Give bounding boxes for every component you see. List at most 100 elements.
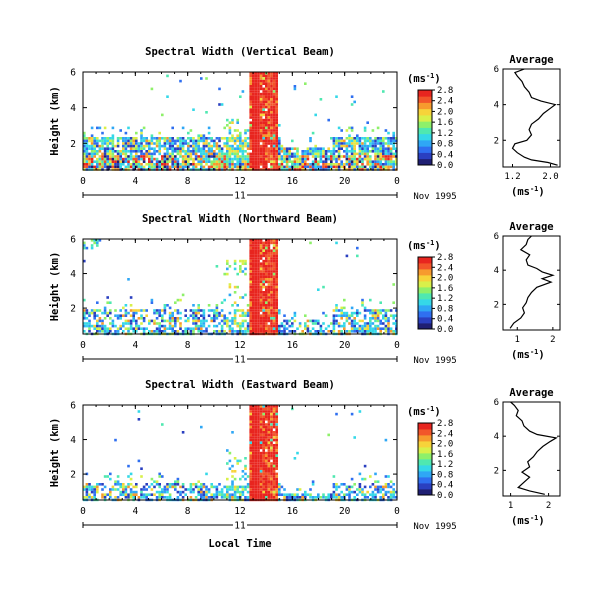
heatmap-cell xyxy=(239,155,242,158)
heatmap-cell xyxy=(267,477,271,481)
heatmap-cell xyxy=(270,298,273,302)
heatmap-cell xyxy=(236,137,239,140)
heatmap-cell xyxy=(267,470,271,473)
heatmap-cell xyxy=(270,85,273,88)
heatmap-cell xyxy=(220,301,224,304)
heatmap-cell xyxy=(109,493,112,496)
heatmap-cell xyxy=(249,79,252,83)
heatmap-cell xyxy=(374,324,377,328)
heatmap-cell xyxy=(135,330,138,333)
heatmap-cell xyxy=(275,477,278,481)
heatmap-cell xyxy=(207,160,211,163)
heatmap-cell xyxy=(265,270,268,273)
heatmap-cell xyxy=(265,90,268,93)
heatmap-cell xyxy=(356,311,359,315)
heatmap-cell xyxy=(197,304,200,307)
heatmap-cell xyxy=(262,165,265,169)
heatmap-cell xyxy=(272,126,276,130)
heatmap-cell xyxy=(233,488,237,491)
heatmap-cell xyxy=(135,160,138,163)
heatmap-cell xyxy=(350,311,354,315)
heatmap-cell xyxy=(181,137,185,140)
heatmap-cell xyxy=(259,98,263,101)
heatmap-cell xyxy=(215,490,219,494)
heatmap-cell xyxy=(324,152,328,156)
heatmap-cell xyxy=(285,157,289,161)
heatmap-cell xyxy=(252,142,255,145)
heatmap-cell xyxy=(270,103,273,106)
heatmap-cell xyxy=(226,163,229,166)
heatmap-cell xyxy=(343,306,346,310)
heatmap-cell xyxy=(387,147,390,150)
heatmap-cell xyxy=(265,272,268,276)
heatmap-cell xyxy=(249,131,252,135)
heatmap-cell xyxy=(272,412,276,416)
heatmap-cell xyxy=(304,155,307,158)
heatmap-cell xyxy=(132,155,135,158)
heatmap-cell xyxy=(181,155,185,158)
heatmap-cell xyxy=(137,144,141,148)
heatmap-cell xyxy=(158,493,161,496)
heatmap-cell xyxy=(127,330,130,333)
heatmap-cell xyxy=(252,420,255,424)
heatmap-cell xyxy=(168,142,172,145)
heatmap-cell xyxy=(228,496,232,499)
heatmap-cell xyxy=(202,490,206,494)
heatmap-cell xyxy=(343,139,346,143)
heatmap-cell xyxy=(278,488,281,491)
heatmap-cell xyxy=(257,157,260,161)
heatmap-cell xyxy=(262,98,265,101)
heatmap-cell xyxy=(270,472,273,476)
heatmap-cell xyxy=(257,85,260,88)
heatmap-cell xyxy=(249,470,252,473)
heatmap-cell xyxy=(267,433,271,437)
heatmap-cell xyxy=(257,147,260,150)
heatmap-cell xyxy=(140,488,143,491)
heatmap-cell xyxy=(319,157,323,161)
heatmap-cell xyxy=(231,118,234,122)
heatmap-cell xyxy=(348,488,351,491)
heatmap-cell xyxy=(244,131,247,135)
heatmap-cell xyxy=(350,327,354,330)
heatmap-cell xyxy=(179,324,182,328)
heatmap-cell xyxy=(272,105,276,109)
heatmap-cell xyxy=(228,493,232,496)
heatmap-cell xyxy=(270,304,273,307)
heatmap-cell xyxy=(291,322,294,325)
heatmap-cell xyxy=(337,485,341,489)
heatmap-cell xyxy=(166,304,169,307)
heatmap-cell xyxy=(197,309,200,312)
heatmap-cell xyxy=(161,309,164,312)
heatmap-cell xyxy=(236,459,239,463)
heatmap-cell xyxy=(262,457,265,460)
heatmap-cell xyxy=(252,241,255,245)
heatmap-cell xyxy=(374,480,377,483)
heatmap-cell xyxy=(213,165,216,169)
heatmap-cell xyxy=(262,272,265,276)
heatmap-cell xyxy=(142,496,146,499)
heatmap-cell xyxy=(163,496,167,499)
heatmap-cell xyxy=(361,327,364,330)
heatmap-cell xyxy=(215,306,219,310)
heatmap-cell xyxy=(129,147,133,150)
heatmap-cell xyxy=(272,95,276,98)
heatmap-cell xyxy=(272,317,276,320)
heatmap-cell xyxy=(101,152,104,156)
heatmap-cell xyxy=(350,477,354,481)
heatmap-cell xyxy=(270,291,273,294)
heatmap-cell xyxy=(202,139,206,143)
heatmap-cell xyxy=(96,241,99,245)
heatmap-cell xyxy=(202,155,206,158)
heatmap-cell xyxy=(306,147,310,150)
colorbar-tick-label: 2.4 xyxy=(437,429,453,439)
heatmap-cell xyxy=(306,327,310,330)
heatmap-cell xyxy=(259,252,263,255)
heatmap-cell xyxy=(249,270,252,273)
heatmap-cell xyxy=(257,129,260,132)
heatmap-cell xyxy=(262,118,265,122)
heatmap-cell xyxy=(298,324,302,328)
heatmap-cell xyxy=(249,451,252,455)
heatmap-cell xyxy=(259,272,263,276)
heatmap-cell xyxy=(306,155,310,158)
